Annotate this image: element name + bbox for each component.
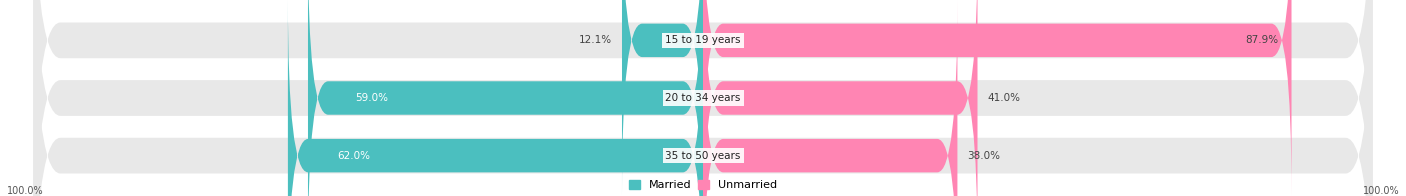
- Text: 100.0%: 100.0%: [1362, 186, 1399, 196]
- Text: 15 to 19 years: 15 to 19 years: [665, 35, 741, 45]
- FancyBboxPatch shape: [34, 0, 1372, 196]
- Text: 35 to 50 years: 35 to 50 years: [665, 151, 741, 161]
- Text: 100.0%: 100.0%: [7, 186, 44, 196]
- Text: 62.0%: 62.0%: [337, 151, 371, 161]
- FancyBboxPatch shape: [308, 0, 703, 196]
- FancyBboxPatch shape: [34, 0, 1372, 196]
- Text: 38.0%: 38.0%: [967, 151, 1001, 161]
- FancyBboxPatch shape: [703, 0, 957, 196]
- Text: 59.0%: 59.0%: [356, 93, 388, 103]
- Text: 87.9%: 87.9%: [1244, 35, 1278, 45]
- Text: 12.1%: 12.1%: [579, 35, 612, 45]
- FancyBboxPatch shape: [288, 0, 703, 196]
- FancyBboxPatch shape: [703, 0, 1292, 196]
- Legend: Married, Unmarried: Married, Unmarried: [628, 180, 778, 191]
- FancyBboxPatch shape: [703, 0, 977, 196]
- Text: 41.0%: 41.0%: [987, 93, 1021, 103]
- FancyBboxPatch shape: [621, 0, 703, 196]
- FancyBboxPatch shape: [34, 0, 1372, 196]
- Text: 20 to 34 years: 20 to 34 years: [665, 93, 741, 103]
